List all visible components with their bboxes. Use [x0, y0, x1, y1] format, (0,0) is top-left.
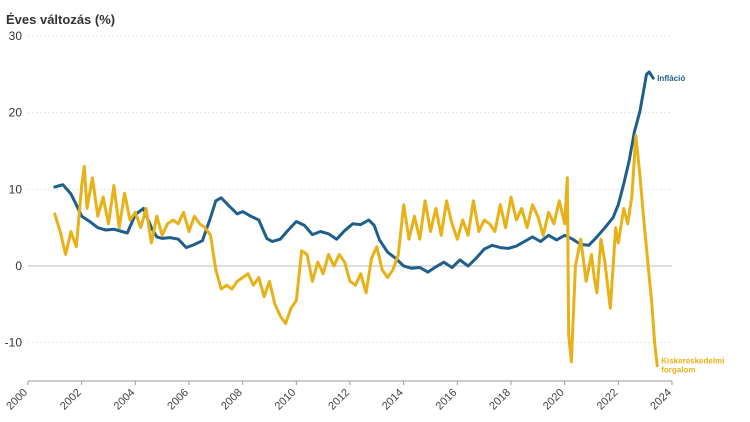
y-tick-label: 20 [9, 106, 23, 120]
series-label-kiskereskedelmi-forgalom: Kiskereskedelmi forgalom [661, 357, 724, 375]
x-tick-label: 2008 [219, 387, 245, 413]
x-tick-label: 2010 [273, 387, 299, 413]
chart-title: Éves változás (%) [6, 12, 115, 27]
y-tick-label: 10 [9, 182, 23, 196]
x-tick-label: 2000 [4, 387, 30, 413]
series-line-inflacio [53, 70, 655, 274]
y-axis-ticks: 30 20 10 0 -10 [5, 29, 23, 350]
x-tick-label: 2014 [380, 387, 406, 413]
y-tick-label: -10 [5, 336, 23, 350]
series-lines [53, 70, 659, 368]
y-tick-label: 30 [9, 29, 23, 43]
series-label-inflacio: Infláció [657, 74, 685, 83]
x-tick-label: 2006 [165, 387, 191, 413]
x-tick-label: 2004 [112, 387, 138, 413]
x-axis-ticks: 2000 2002 2004 2006 2008 2010 2012 2014 2016 2018… [4, 381, 674, 412]
y-tick-label: 0 [15, 259, 22, 273]
x-tick-label: 2024 [648, 387, 674, 413]
x-tick-label: 2016 [434, 387, 460, 413]
x-tick-label: 2012 [326, 387, 352, 413]
series-line-kiskereskedelmi-forgalom [53, 134, 659, 368]
x-tick-label: 2020 [541, 387, 567, 413]
series-labels: Infláció Kiskereskedelmi forgalom [657, 74, 724, 375]
x-tick-label: 2002 [58, 387, 84, 413]
gridlines [28, 35, 672, 382]
x-tick-label: 2022 [595, 387, 621, 413]
x-tick-label: 2018 [487, 387, 513, 413]
